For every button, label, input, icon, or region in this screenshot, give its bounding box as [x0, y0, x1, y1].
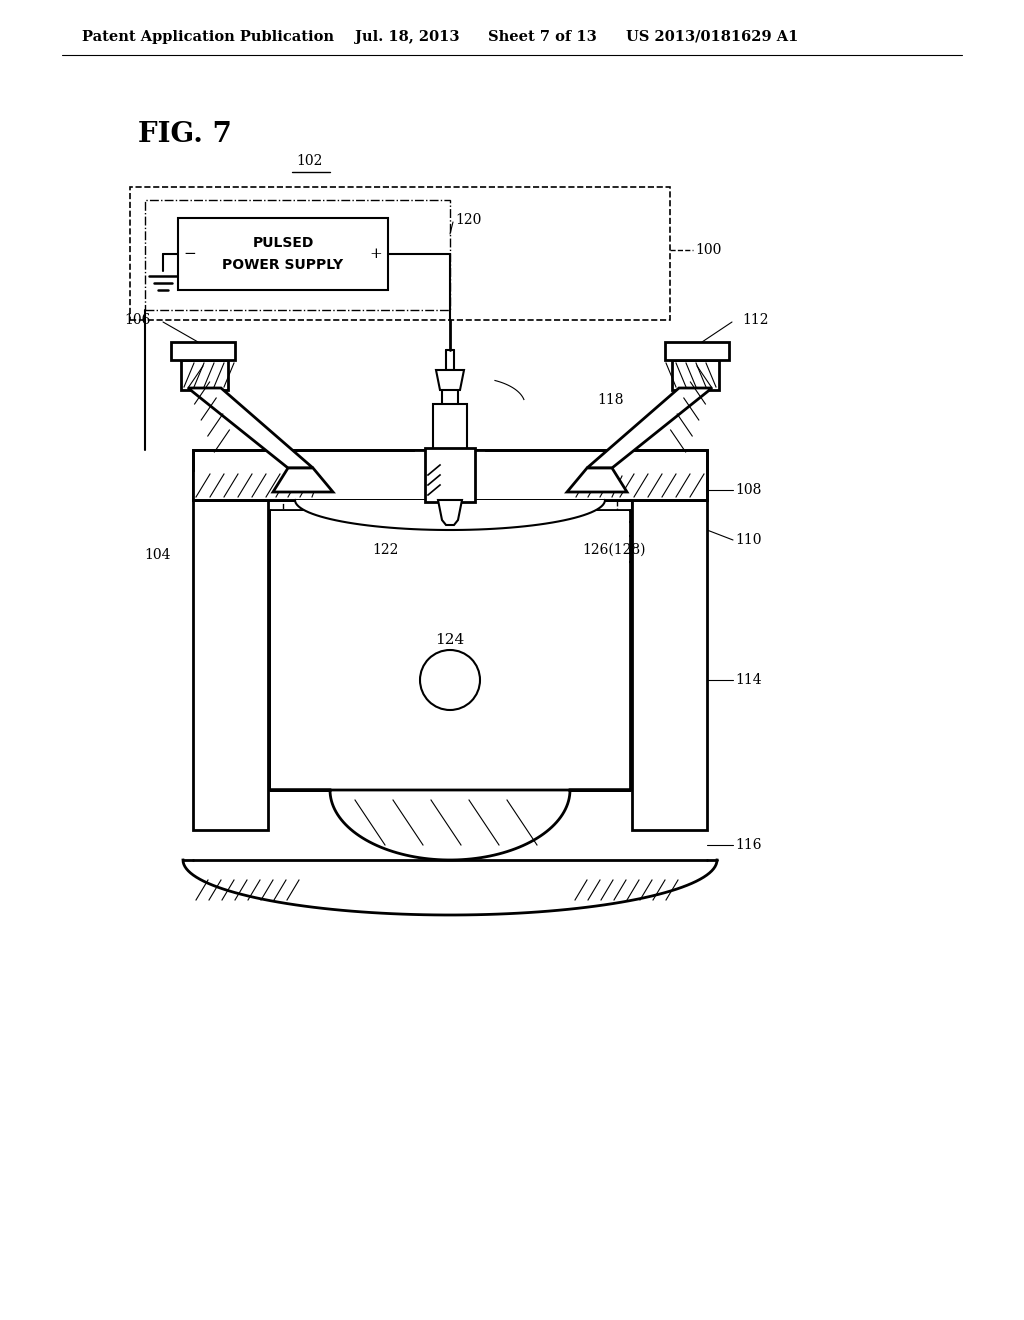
Polygon shape	[181, 360, 228, 389]
Bar	[178, 218, 388, 290]
Polygon shape	[194, 473, 318, 499]
Text: 122: 122	[372, 543, 398, 557]
Text: 106: 106	[125, 313, 152, 327]
Polygon shape	[436, 370, 464, 389]
Text: Patent Application Publication: Patent Application Publication	[82, 30, 334, 44]
Bar	[145, 201, 450, 310]
Text: POWER SUPPLY: POWER SUPPLY	[222, 257, 344, 272]
Polygon shape	[567, 469, 627, 492]
Polygon shape	[193, 500, 268, 830]
Polygon shape	[425, 447, 475, 502]
Polygon shape	[438, 500, 462, 525]
Text: PULSED: PULSED	[252, 236, 313, 249]
Text: Jul. 18, 2013: Jul. 18, 2013	[355, 30, 460, 44]
Text: US 2013/0181629 A1: US 2013/0181629 A1	[626, 30, 799, 44]
Bar	[130, 187, 670, 319]
Circle shape	[420, 649, 480, 710]
Polygon shape	[171, 342, 234, 360]
Polygon shape	[433, 404, 467, 470]
Text: 126(128): 126(128)	[582, 543, 645, 557]
Text: 102: 102	[297, 154, 324, 168]
Text: 110: 110	[735, 533, 762, 546]
Polygon shape	[271, 511, 629, 789]
Text: 100: 100	[695, 243, 721, 257]
Text: +: +	[370, 247, 382, 261]
Text: −: −	[183, 247, 197, 261]
Bar	[283, 495, 617, 540]
Text: 114: 114	[735, 673, 762, 686]
Polygon shape	[270, 789, 630, 861]
Text: 120: 120	[455, 213, 481, 227]
Polygon shape	[193, 450, 707, 500]
Text: 108: 108	[735, 483, 762, 498]
Polygon shape	[273, 469, 333, 492]
Polygon shape	[268, 500, 632, 531]
Text: Sheet 7 of 13: Sheet 7 of 13	[488, 30, 597, 44]
Text: 124: 124	[435, 634, 465, 647]
Polygon shape	[632, 500, 707, 830]
Polygon shape	[188, 388, 313, 469]
Text: 118: 118	[597, 393, 624, 407]
Polygon shape	[582, 473, 706, 499]
Text: 116: 116	[735, 838, 762, 851]
Polygon shape	[415, 451, 485, 499]
Polygon shape	[587, 388, 712, 469]
Polygon shape	[672, 360, 719, 389]
Polygon shape	[665, 342, 729, 360]
Text: 112: 112	[742, 313, 768, 327]
Text: 104: 104	[144, 548, 171, 562]
Text: FIG. 7: FIG. 7	[138, 121, 231, 149]
